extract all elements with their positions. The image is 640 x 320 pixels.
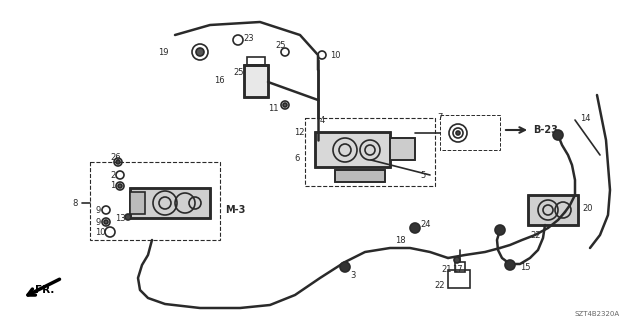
- Text: FR.: FR.: [35, 285, 54, 295]
- Text: 4: 4: [320, 116, 325, 124]
- Text: 6: 6: [294, 154, 300, 163]
- Bar: [247, 57, 265, 65]
- Text: 8: 8: [72, 198, 78, 207]
- Bar: [244, 65, 268, 97]
- Bar: [448, 270, 470, 288]
- Text: 23: 23: [243, 34, 253, 43]
- Text: 3: 3: [350, 270, 355, 279]
- Text: 25: 25: [275, 41, 285, 50]
- Bar: [335, 170, 385, 182]
- Bar: [305, 118, 435, 186]
- Circle shape: [283, 103, 287, 107]
- Text: 11: 11: [268, 103, 278, 113]
- Bar: [528, 195, 578, 225]
- Bar: [315, 132, 390, 167]
- Text: 20: 20: [582, 204, 593, 212]
- Bar: [130, 188, 210, 218]
- Bar: [455, 262, 465, 272]
- Bar: [244, 65, 268, 97]
- Text: 12: 12: [294, 127, 305, 137]
- Bar: [130, 192, 145, 214]
- Circle shape: [456, 131, 460, 135]
- Text: 18: 18: [395, 236, 406, 244]
- Text: 19: 19: [158, 47, 168, 57]
- Circle shape: [116, 160, 120, 164]
- Bar: [390, 138, 415, 160]
- Text: 10: 10: [95, 228, 106, 236]
- Text: 9: 9: [95, 205, 100, 214]
- Text: 15: 15: [520, 263, 531, 273]
- Text: B-23: B-23: [533, 125, 558, 135]
- Text: 17: 17: [452, 266, 463, 275]
- Circle shape: [340, 262, 350, 272]
- Text: 25: 25: [233, 68, 243, 76]
- Text: 9: 9: [95, 218, 100, 227]
- Text: SZT4B2320A: SZT4B2320A: [575, 311, 620, 317]
- Text: 7: 7: [437, 113, 442, 122]
- Text: 13: 13: [115, 213, 125, 222]
- Bar: [90, 162, 220, 240]
- Text: 2: 2: [110, 171, 115, 180]
- Bar: [315, 132, 390, 167]
- Text: 1: 1: [110, 180, 115, 189]
- Circle shape: [495, 225, 505, 235]
- Text: 22: 22: [530, 230, 541, 239]
- Circle shape: [196, 48, 204, 56]
- Text: 22: 22: [435, 281, 445, 290]
- Text: 24: 24: [420, 220, 431, 228]
- Circle shape: [118, 184, 122, 188]
- Circle shape: [410, 223, 420, 233]
- Text: 16: 16: [214, 76, 225, 84]
- Circle shape: [505, 260, 515, 270]
- Bar: [335, 170, 385, 182]
- Bar: [440, 115, 500, 150]
- Bar: [130, 188, 210, 218]
- Bar: [390, 138, 415, 160]
- Circle shape: [104, 220, 108, 224]
- Text: M-3: M-3: [225, 205, 245, 215]
- Text: 26: 26: [110, 153, 120, 162]
- Text: 14: 14: [580, 114, 591, 123]
- Circle shape: [553, 130, 563, 140]
- Circle shape: [125, 214, 131, 220]
- Text: 10: 10: [330, 51, 340, 60]
- Bar: [528, 195, 578, 225]
- Circle shape: [454, 257, 460, 263]
- Text: 5: 5: [420, 171, 425, 180]
- Text: 21: 21: [442, 266, 452, 275]
